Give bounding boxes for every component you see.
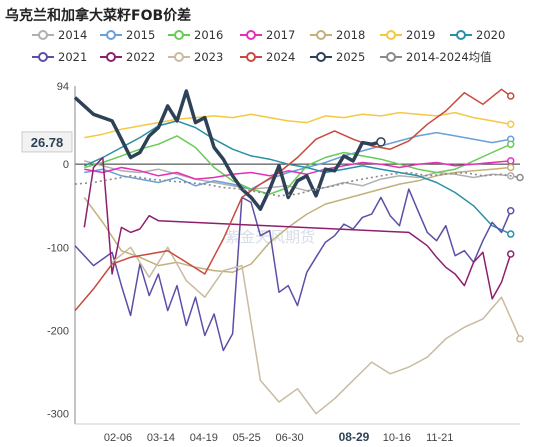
x-tick-label-0: 02-06 [104, 432, 132, 444]
series-line-2017 [84, 160, 511, 180]
legend-item-2024[interactable]: 2024 [240, 49, 295, 65]
series-line-2022 [83, 156, 512, 300]
series-line-2018 [83, 166, 511, 274]
legend-label: 2014-2024均值 [406, 50, 492, 64]
y-tick-label-0: 94 [57, 81, 69, 93]
legend-label: 2018 [336, 28, 366, 42]
x-tick-label-6: 10-16 [383, 432, 411, 444]
legend-marker-icon [168, 30, 190, 40]
series-line-2024 [74, 88, 512, 312]
x-tick-label-7: 11-21 [426, 432, 453, 444]
legend-label: 2017 [266, 28, 296, 42]
legend-item-2023[interactable]: 2023 [168, 49, 223, 65]
series-line-2014 [84, 160, 511, 192]
legend-item-2019[interactable]: 2019 [380, 27, 435, 43]
series-end-point-2019 [506, 120, 515, 129]
legend-marker-icon [450, 30, 472, 40]
legend-item-2014-2024均值[interactable]: 2014-2024均值 [380, 49, 492, 65]
x-tick-label-2: 04-19 [190, 432, 218, 444]
series-end-point-2023 [516, 335, 524, 343]
current-value-text: 26.78 [31, 135, 64, 150]
legend-marker-icon [168, 52, 190, 62]
legend-label: 2024 [266, 50, 296, 64]
legend-label: 2023 [194, 50, 224, 64]
current-value-label: 26.78 [21, 131, 73, 153]
legend-label: 2022 [126, 50, 156, 64]
series-line-2014-2024均值 [74, 171, 521, 197]
series-end-point-2016 [506, 140, 515, 148]
legend-marker-icon [100, 52, 122, 62]
y-tick-label-1: 0 [63, 159, 69, 171]
legend-marker-icon [380, 30, 402, 40]
series-end-point-2020 [506, 230, 515, 238]
legend-item-2015[interactable]: 2015 [100, 27, 155, 43]
legend-item-2017[interactable]: 2017 [240, 27, 295, 43]
legend-item-2025[interactable]: 2025 [310, 49, 365, 65]
legend-marker-icon [240, 52, 262, 62]
legend-item-2016[interactable]: 2016 [168, 27, 223, 43]
legend-label: 2015 [126, 28, 156, 42]
series-line-2023 [111, 246, 521, 415]
legend-marker-icon [240, 30, 262, 40]
series-end-point-2014-2024均值 [516, 173, 524, 182]
legend-label: 2014 [58, 28, 88, 42]
x-tick-label-5: 08-29 [339, 430, 370, 444]
series-end-point-2022 [506, 250, 515, 258]
x-tick-label-3: 05-25 [233, 432, 261, 444]
legend-label: 2016 [194, 28, 224, 42]
legend-marker-icon [100, 30, 122, 40]
x-tick-label-4: 06-30 [276, 432, 304, 444]
legend-marker-icon [310, 52, 332, 62]
chart-legend: 2014 2015 2016 2017 2018 2019 2020 2021 2022 2023… [0, 27, 537, 71]
series-line-2021 [74, 188, 512, 352]
legend-marker-icon [380, 52, 402, 62]
legend-marker-icon [32, 52, 54, 62]
legend-label: 2020 [476, 28, 506, 42]
legend-item-2014[interactable]: 2014 [32, 27, 87, 43]
legend-marker-icon [32, 30, 54, 40]
series-line-2025 [73, 89, 382, 211]
y-tick-label-2: -100 [47, 242, 69, 254]
series-end-point-2025 [376, 137, 386, 147]
series-line-2020 [83, 120, 512, 235]
legend-item-2020[interactable]: 2020 [450, 27, 505, 43]
legend-marker-icon [310, 30, 332, 40]
series-end-point-2021 [506, 207, 515, 215]
series-end-point-2024 [506, 92, 515, 100]
legend-label: 2021 [58, 50, 88, 64]
legend-label: 2019 [406, 28, 436, 42]
series-end-point-2017 [506, 157, 515, 165]
legend-item-2021[interactable]: 2021 [32, 49, 87, 65]
y-tick-label-3: -200 [47, 326, 69, 338]
legend-item-2018[interactable]: 2018 [310, 27, 365, 43]
series-line-2015 [84, 131, 511, 190]
legend-label: 2025 [336, 50, 366, 64]
chart-title: 乌克兰和加拿大菜籽FOB价差 [5, 8, 192, 24]
y-tick-label-4: -300 [47, 409, 69, 421]
series-line-2016 [84, 135, 512, 195]
legend-item-2022[interactable]: 2022 [100, 49, 155, 65]
x-tick-label-1: 03-14 [147, 432, 175, 444]
series-end-point-2018 [506, 163, 515, 172]
